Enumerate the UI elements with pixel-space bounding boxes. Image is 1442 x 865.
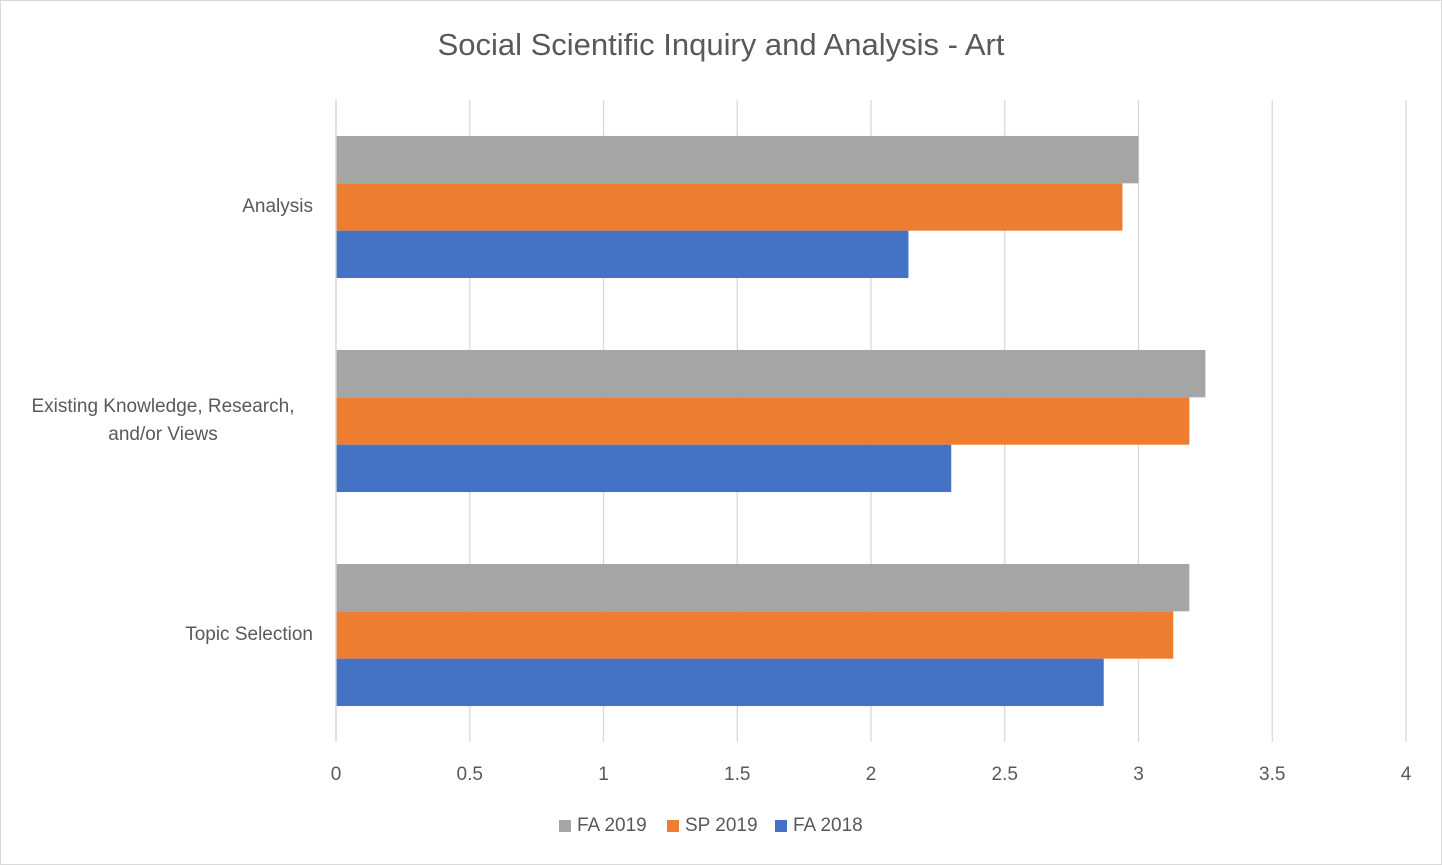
x-tick-label: 2.5 [992, 764, 1018, 785]
x-tick-label: 3 [1133, 764, 1144, 785]
bar [336, 397, 1190, 445]
bar [336, 135, 1139, 184]
bar [336, 658, 1104, 707]
legend-swatch [667, 820, 679, 832]
legend-label: FA 2019 [577, 815, 647, 836]
bar [336, 230, 909, 279]
x-tick-label: 2 [866, 764, 877, 785]
x-tick-label: 0 [331, 764, 342, 785]
legend-label: FA 2018 [793, 815, 863, 836]
legend-swatch [559, 820, 571, 832]
y-tick-label: Existing Knowledge, Research, and/or Vie… [31, 396, 295, 445]
legend-label: SP 2019 [685, 815, 758, 836]
x-tick-label: 0.5 [457, 764, 483, 785]
y-tick-label: Topic Selection [185, 624, 313, 645]
x-tick-label: 1 [598, 764, 609, 785]
bar [336, 183, 1123, 231]
legend-swatch [775, 820, 787, 832]
chart-title: Social Scientific Inquiry and Analysis -… [438, 27, 1005, 62]
bar [336, 611, 1174, 659]
x-tick-label: 4 [1401, 764, 1412, 785]
bar [336, 349, 1206, 398]
bar [336, 444, 952, 493]
x-tick-label: 1.5 [724, 764, 750, 785]
y-tick-label: Analysis [242, 196, 313, 217]
x-tick-label: 3.5 [1259, 764, 1285, 785]
bar [336, 563, 1190, 612]
